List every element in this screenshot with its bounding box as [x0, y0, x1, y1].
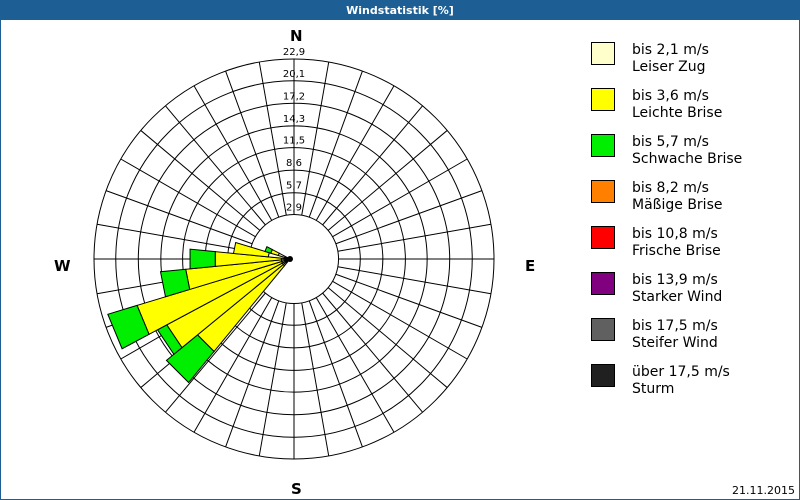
grid-spoke [322, 292, 423, 413]
grid-spoke [315, 297, 395, 433]
grid-spoke [165, 105, 266, 226]
legend-item: bis 5,7 m/s Schwache Brise [589, 132, 789, 178]
petal-segment [107, 304, 150, 350]
grid-spoke [327, 130, 448, 231]
date-label: 21.11.2015 [732, 484, 795, 497]
ring-label: 2,9 [286, 202, 302, 213]
legend-swatch [591, 42, 615, 65]
ring-label: 5,7 [286, 181, 302, 192]
legend-item: bis 17,5 m/s Steifer Wind [589, 316, 789, 362]
ring-label: 22,9 [283, 47, 305, 58]
legend-name: Mäßige Brise [632, 197, 723, 213]
compass-west-label: W [54, 257, 71, 275]
wind-rose-chart: 2,9 5,7 8,6 11,5 14,3 17,2 20,1 22,9 [93, 47, 495, 460]
petal-segment [159, 268, 191, 298]
grid-spoke [105, 190, 253, 245]
legend-swatch [591, 364, 615, 387]
petal-segment [189, 248, 216, 270]
window-title: Windstatistik [%] [0, 0, 800, 20]
ring-label: 8,6 [286, 158, 302, 169]
grid-spoke [193, 85, 273, 221]
grid-spoke [225, 300, 280, 448]
grid-spoke [332, 158, 468, 238]
grid-spoke [332, 280, 468, 360]
legend-range: bis 17,5 m/s [632, 318, 718, 334]
legend-name: Frische Brise [632, 243, 721, 259]
grid-spoke [120, 158, 256, 238]
legend-item: bis 2,1 m/s Leiser Zug [589, 40, 789, 86]
legend-item: bis 3,6 m/s Leichte Brise [589, 86, 789, 132]
legend-name: Leichte Brise [632, 105, 723, 121]
petal-segment [264, 245, 273, 254]
grid-spoke [193, 297, 273, 433]
grid-spoke [337, 266, 492, 295]
grid-spoke [165, 292, 266, 413]
legend-swatch [591, 88, 615, 111]
legend-range: bis 3,6 m/s [632, 88, 709, 104]
legend-range: bis 5,7 m/s [632, 134, 709, 150]
grid-spoke [327, 287, 448, 388]
legend-swatch [591, 180, 615, 203]
legend-name: Sturm [632, 381, 675, 397]
grid-spoke [225, 70, 280, 218]
legend-swatch [591, 226, 615, 249]
legend-item: bis 8,2 m/s Mäßige Brise [589, 178, 789, 224]
grid-spoke [140, 130, 261, 231]
grid-spoke [335, 273, 483, 328]
grid-spoke [337, 223, 492, 252]
compass-east-label: E [525, 257, 536, 275]
legend-range: bis 2,1 m/s [632, 42, 709, 58]
ring-label: 17,2 [283, 91, 305, 102]
legend-swatch [591, 134, 615, 157]
grid-spoke [322, 105, 423, 226]
legend-name: Leiser Zug [632, 59, 706, 75]
legend-range: bis 8,2 m/s [632, 180, 709, 196]
grid-spoke [315, 85, 395, 221]
ring-label: 11,5 [283, 136, 305, 147]
grid-spoke [301, 302, 330, 457]
grid-spoke [96, 223, 251, 252]
grid-spoke [258, 302, 287, 457]
legend-name: Schwache Brise [632, 151, 743, 167]
ring-label: 20,1 [283, 69, 305, 80]
petal-segment [232, 241, 270, 258]
legend-item: über 17,5 m/s Sturm [589, 362, 789, 408]
grid-spoke [308, 300, 363, 448]
ring-label: 14,3 [283, 114, 305, 125]
legend-item: bis 10,8 m/s Frische Brise [589, 224, 789, 270]
grid-spoke [308, 70, 363, 218]
petal-segment [165, 334, 215, 384]
legend-range: über 17,5 m/s [632, 364, 730, 380]
compass-south-label: S [291, 480, 302, 498]
legend-item: bis 13,9 m/s Starker Wind [589, 270, 789, 316]
grid-spoke [335, 190, 483, 245]
legend-swatch [591, 272, 615, 295]
grid-spoke [258, 61, 287, 216]
legend-range: bis 10,8 m/s [632, 226, 718, 242]
center-point [287, 256, 293, 262]
legend: bis 2,1 m/s Leiser Zug bis 3,6 m/s Leichte… [589, 40, 789, 408]
legend-name: Steifer Wind [632, 335, 718, 351]
chart-panel: 2,9 5,7 8,6 11,5 14,3 17,2 20,1 22,9 N E S W bi… [1, 20, 799, 499]
grid-spoke [301, 61, 330, 216]
legend-swatch [591, 318, 615, 341]
legend-range: bis 13,9 m/s [632, 272, 718, 288]
legend-name: Starker Wind [632, 289, 723, 305]
compass-north-label: N [290, 27, 303, 45]
